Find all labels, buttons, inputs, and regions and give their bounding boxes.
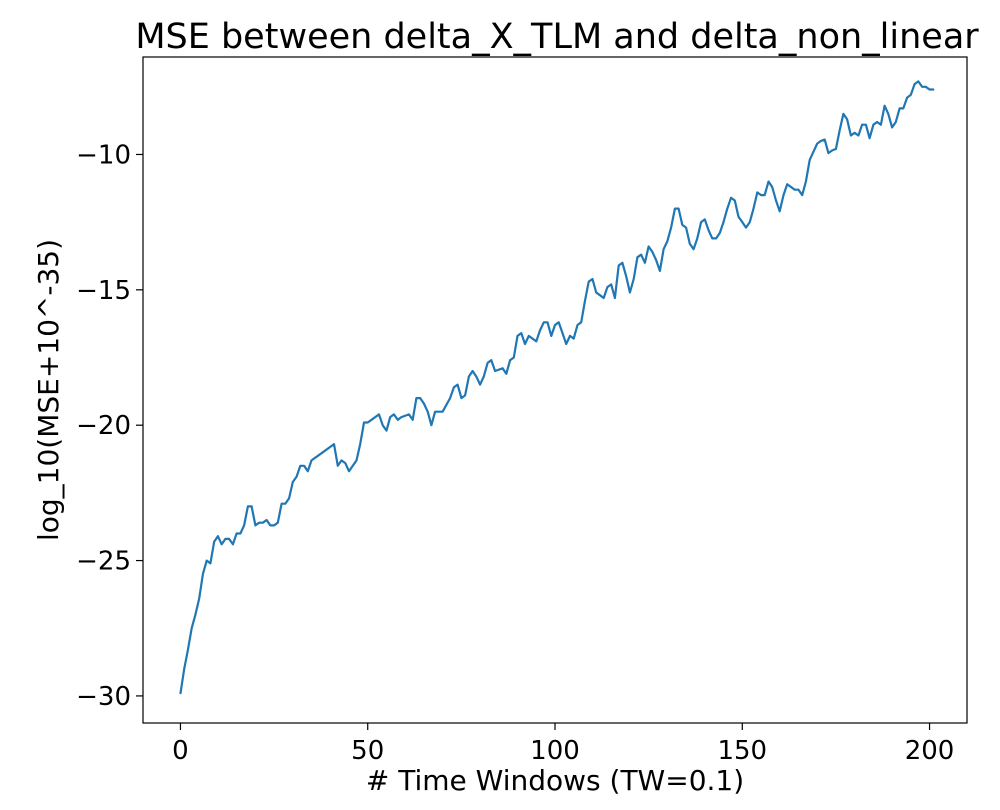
x-tick-label: 150 xyxy=(717,736,767,766)
y-tick-label: −15 xyxy=(76,276,131,306)
x-tick-label: 50 xyxy=(351,736,384,766)
x-axis-label: # Time Windows (TW=0.1) xyxy=(366,764,744,797)
y-axis: −30 −25 −20 −15 −10 xyxy=(76,140,143,712)
y-axis-label: log_10(MSE+10^-35) xyxy=(32,239,65,541)
y-tick-label: −10 xyxy=(76,140,131,170)
y-tick-label: −25 xyxy=(76,547,131,577)
x-tick-label: 200 xyxy=(905,736,955,766)
x-tick-label: 0 xyxy=(172,736,189,766)
y-tick-label: −20 xyxy=(76,411,131,441)
y-tick-label: −30 xyxy=(76,682,131,712)
chart-title: MSE between delta_X_TLM and delta_non_li… xyxy=(135,17,979,57)
series-line xyxy=(179,80,935,695)
x-tick-label: 100 xyxy=(530,736,580,766)
x-axis: 0 50 100 150 200 xyxy=(172,723,954,766)
plot-area xyxy=(142,56,968,724)
